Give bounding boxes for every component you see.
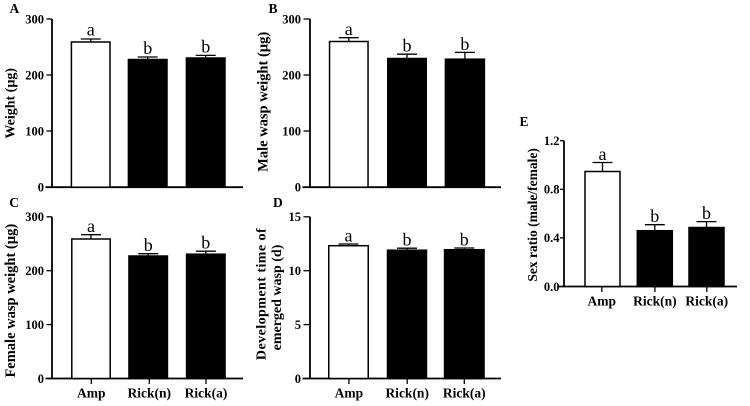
svg-text:a: a [87, 20, 95, 40]
svg-text:Male wasp weight (µg): Male wasp weight (µg) [256, 32, 272, 172]
svg-text:Rick(a): Rick(a) [685, 294, 728, 309]
svg-text:Rick(a): Rick(a) [185, 386, 228, 401]
svg-text:300: 300 [25, 210, 44, 224]
svg-text:200: 200 [282, 68, 301, 82]
svg-text:Rick(a): Rick(a) [443, 386, 486, 401]
svg-text:0: 0 [295, 372, 301, 386]
svg-text:0: 0 [38, 372, 44, 386]
svg-text:a: a [599, 144, 607, 164]
svg-text:300: 300 [282, 12, 301, 26]
svg-text:5: 5 [295, 318, 301, 332]
svg-text:100: 100 [25, 124, 44, 138]
svg-text:Female wasp weight (µg): Female wasp weight (µg) [3, 224, 19, 378]
svg-text:Rick(n): Rick(n) [633, 294, 677, 309]
svg-text:b: b [201, 36, 210, 56]
svg-text:Amp: Amp [588, 294, 617, 309]
svg-text:200: 200 [25, 264, 44, 278]
svg-text:1.2: 1.2 [544, 134, 560, 148]
svg-text:200: 200 [25, 68, 44, 82]
svg-text:0: 0 [295, 181, 301, 195]
svg-text:b: b [702, 203, 711, 223]
svg-text:b: b [403, 230, 412, 250]
svg-text:b: b [650, 206, 659, 226]
svg-text:Amp: Amp [77, 386, 106, 401]
svg-text:b: b [201, 233, 210, 253]
svg-text:b: b [403, 36, 412, 56]
svg-text:0.8: 0.8 [544, 183, 560, 197]
svg-text:D: D [273, 195, 283, 210]
svg-text:0.4: 0.4 [544, 231, 560, 245]
svg-text:Development time of: Development time of [254, 228, 269, 360]
svg-text:B: B [269, 1, 278, 16]
svg-text:100: 100 [282, 124, 301, 138]
svg-text:Weight (µg): Weight (µg) [4, 68, 19, 139]
svg-text:E: E [520, 114, 529, 129]
svg-text:b: b [460, 230, 469, 250]
svg-text:emerged wasp (d): emerged wasp (d) [270, 244, 285, 350]
svg-text:C: C [9, 195, 19, 210]
svg-text:Rick(n): Rick(n) [128, 386, 172, 401]
svg-text:b: b [460, 34, 469, 54]
svg-text:10: 10 [289, 264, 302, 278]
svg-text:b: b [143, 38, 152, 58]
svg-text:300: 300 [25, 12, 44, 26]
svg-text:a: a [87, 216, 95, 236]
svg-text:A: A [10, 1, 20, 16]
svg-text:100: 100 [25, 318, 44, 332]
svg-text:0.0: 0.0 [544, 280, 560, 294]
svg-text:a: a [345, 225, 353, 245]
svg-text:Rick(n): Rick(n) [385, 386, 429, 401]
svg-text:15: 15 [289, 210, 302, 224]
svg-text:0: 0 [38, 181, 44, 195]
svg-text:b: b [144, 235, 153, 255]
svg-text:a: a [345, 19, 353, 39]
svg-text:Amp: Amp [335, 386, 364, 401]
svg-text:Sex ratio (male/female): Sex ratio (male/female) [525, 148, 540, 281]
